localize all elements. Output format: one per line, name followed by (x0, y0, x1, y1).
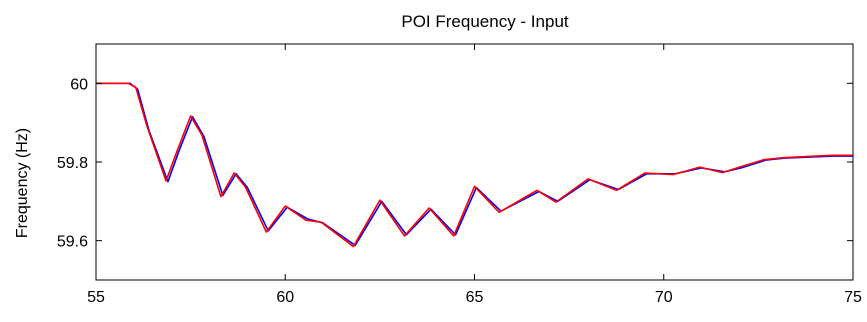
series-line-1 (96, 82, 853, 247)
x-tick-label: 60 (276, 289, 294, 306)
x-tick-label: 65 (466, 289, 484, 306)
y-tick-label: 60 (70, 76, 88, 93)
x-tick-label: 55 (87, 289, 105, 306)
chart-title: POI Frequency - Input (401, 12, 569, 31)
plot-area: 55 60 65 70 75 59.6 59.8 60 (57, 43, 862, 306)
x-tick-label: 75 (844, 289, 862, 306)
x-tick-label: 70 (655, 289, 673, 306)
series-line-2 (96, 82, 853, 248)
y-tick-label: 59.6 (57, 234, 88, 251)
y-axis-label: Frequency (Hz) (14, 128, 31, 238)
y-tick-label: 59.8 (57, 155, 88, 172)
